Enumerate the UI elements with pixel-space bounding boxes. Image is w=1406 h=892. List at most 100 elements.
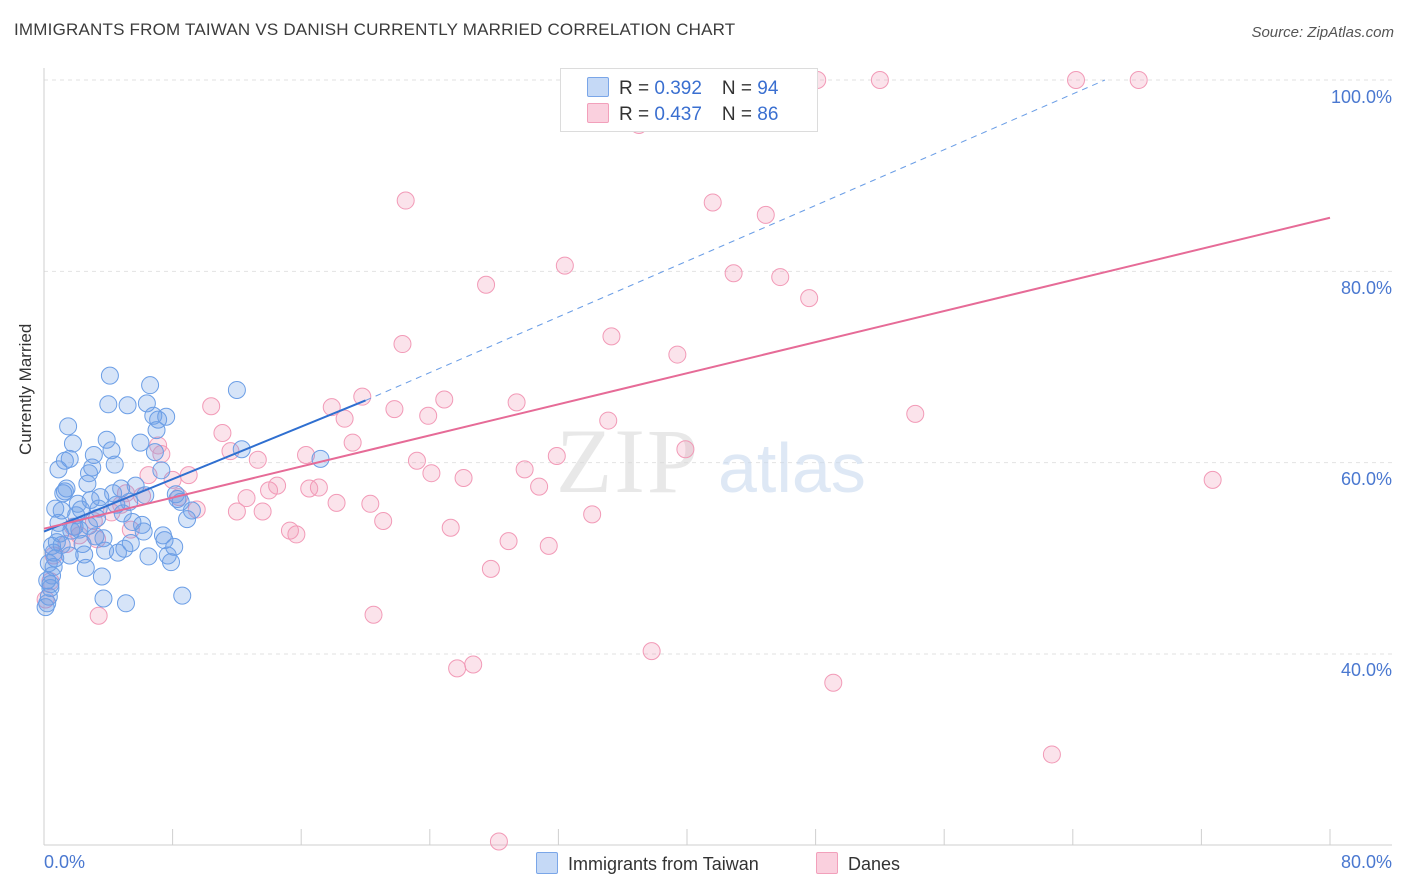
danes-point (771, 268, 790, 287)
taiwan-point (105, 455, 124, 474)
taiwan-point (75, 545, 94, 564)
taiwan-point (173, 586, 192, 605)
danes-point (287, 525, 306, 544)
y-axis-label: Currently Married (16, 323, 35, 455)
axes (43, 68, 1392, 846)
danes-point (1067, 71, 1086, 89)
danes-point (322, 398, 341, 417)
taiwan-point (94, 529, 113, 548)
danes-point (364, 605, 383, 624)
danes-point (309, 478, 328, 497)
x-tick-label-min: 0.0% (44, 852, 86, 872)
taiwan-point (63, 434, 82, 453)
legend-n-value: 86 (757, 104, 779, 125)
danes-point (668, 345, 687, 364)
danes-point (227, 502, 246, 521)
taiwan-point (311, 449, 330, 468)
y-tick-label-80: 80.0% (1340, 278, 1392, 298)
danes-point (756, 205, 775, 224)
danes-point (353, 387, 372, 406)
danes-point (202, 397, 221, 416)
x-tick-label-max: 80.0% (1340, 852, 1392, 872)
taiwan-point (133, 515, 152, 534)
taiwan-point (182, 501, 201, 520)
taiwan-point (84, 446, 103, 465)
taiwan-point (38, 594, 57, 613)
watermark: ZIP atlas (556, 410, 866, 512)
taiwan-point (59, 417, 78, 436)
danes-point (477, 275, 496, 294)
taiwan-point (102, 441, 121, 460)
danes-point (602, 327, 621, 346)
legend-r-value: 0.437 (654, 104, 702, 125)
legend-row-taiwan: R = 0.392 N = 94 (587, 77, 778, 99)
taiwan-point (92, 567, 111, 586)
danes-point (906, 404, 925, 423)
danes-point (642, 642, 661, 661)
taiwan-point (60, 546, 79, 565)
danes-point (419, 406, 438, 425)
taiwan-point (227, 380, 246, 399)
taiwan-point (57, 479, 76, 498)
taiwan-point (116, 594, 135, 613)
danes-point (800, 289, 819, 308)
danes-point (454, 468, 473, 487)
taiwan-point (137, 394, 156, 413)
danes-point (89, 606, 108, 625)
danes-point (515, 460, 534, 479)
danes-point (481, 559, 500, 578)
danes-point (499, 532, 518, 551)
grid-lines (44, 79, 1392, 655)
danes-point (335, 409, 354, 428)
danes-point (824, 673, 843, 692)
taiwan-point (80, 464, 99, 483)
danes-point (385, 400, 404, 419)
danes-point (539, 536, 558, 555)
danes-point (268, 476, 287, 495)
watermark-zip: ZIP (556, 410, 700, 512)
trend-lines (43, 79, 1331, 533)
danes-point (555, 256, 574, 275)
y-tick-label-100: 100.0% (1330, 87, 1392, 107)
taiwan-point (152, 461, 171, 480)
taiwan-point (178, 510, 197, 529)
taiwan-point (68, 494, 87, 513)
danes-point (507, 393, 526, 412)
taiwan-trend-extension (365, 79, 1106, 401)
bottom-legend-danes: Danes (816, 852, 900, 875)
danes-point (407, 451, 426, 470)
taiwan-point (41, 578, 60, 597)
danes-point (343, 433, 362, 452)
taiwan-point (145, 443, 164, 462)
series-taiwan (36, 366, 330, 617)
danes-point (435, 390, 454, 409)
taiwan-point (62, 521, 81, 540)
taiwan-point (166, 485, 185, 504)
danes-point (213, 424, 232, 443)
danes-point (237, 489, 256, 508)
taiwan-point (46, 499, 65, 518)
bottom-legend-swatch-taiwan (536, 852, 558, 874)
danes-point (393, 335, 412, 354)
taiwan-point (161, 553, 180, 572)
bottom-legend-swatch-danes (816, 852, 838, 874)
y-tick-label-40: 40.0% (1340, 660, 1392, 680)
danes-point (253, 502, 272, 521)
legend-swatch-danes (587, 103, 609, 123)
taiwan-point (94, 589, 113, 608)
y-tick-label-60: 60.0% (1340, 469, 1392, 489)
danes-point (441, 518, 460, 537)
taiwan-point (149, 410, 168, 429)
danes-point (1203, 470, 1222, 489)
danes-point (870, 71, 889, 89)
taiwan-point (55, 482, 74, 501)
legend-swatch-taiwan (587, 77, 609, 97)
taiwan-point (131, 433, 150, 452)
taiwan-point (141, 376, 160, 395)
legend-n-value: 94 (757, 78, 779, 99)
taiwan-point (104, 484, 123, 503)
watermark-atlas: atlas (718, 429, 866, 507)
danes-point (1129, 71, 1148, 89)
danes-point (676, 440, 695, 459)
